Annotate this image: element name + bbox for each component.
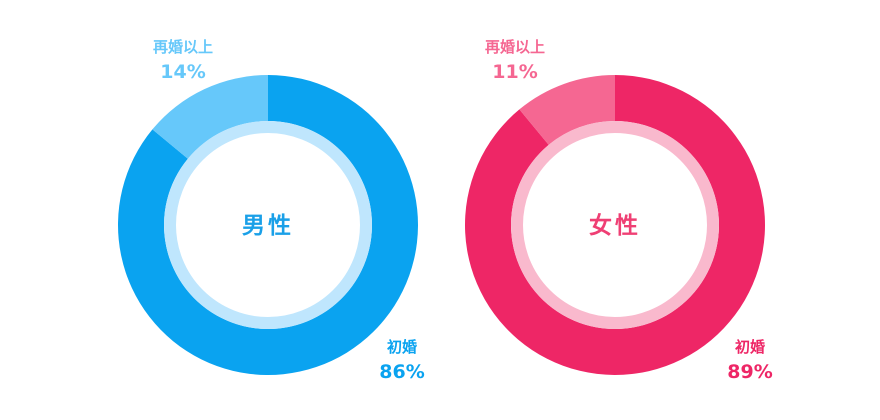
donut-female: 女性 再婚以上 11% 初婚 89% bbox=[465, 38, 773, 383]
male-remarried-slice bbox=[152, 75, 268, 159]
male-first-marriage-label: 初婚 bbox=[387, 338, 417, 356]
donut-male: 男性 再婚以上 14% 初婚 86% bbox=[117, 38, 425, 383]
donut-female-title: 女性 bbox=[589, 212, 641, 239]
male-first-marriage-slice bbox=[117, 75, 418, 375]
donut-male-arcs bbox=[117, 75, 418, 375]
donut-female-arcs bbox=[465, 74, 766, 375]
female-first-marriage-slice bbox=[465, 74, 766, 375]
male-remarried-value: 14% bbox=[160, 61, 205, 83]
female-remarried-slice bbox=[519, 75, 615, 145]
donut-male-inner-ring bbox=[164, 121, 372, 329]
male-remarried-label: 再婚以上 bbox=[153, 38, 213, 56]
female-first-marriage-label: 初婚 bbox=[735, 338, 765, 356]
male-first-marriage-value: 86% bbox=[379, 361, 424, 383]
female-remarried-label: 再婚以上 bbox=[485, 38, 545, 56]
donut-female-inner-ring bbox=[511, 121, 719, 329]
female-remarried-value: 11% bbox=[492, 61, 537, 83]
donut-male-title: 男性 bbox=[242, 213, 294, 239]
female-first-marriage-value: 89% bbox=[727, 361, 772, 383]
